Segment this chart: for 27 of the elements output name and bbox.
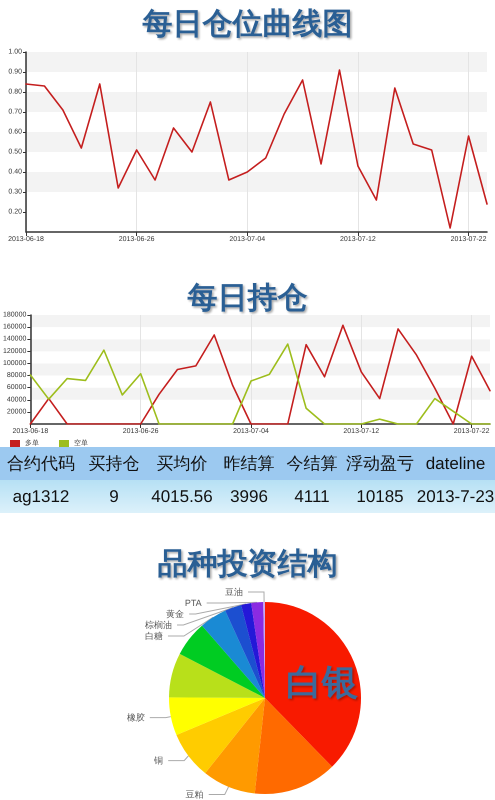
slice-label: 棕榈油 [145,620,172,630]
category-label: dateline [424,454,486,474]
category-label: 合约代码 [6,453,76,475]
slice-label: 豆油 [225,587,243,598]
slice-label: 铜 [153,756,164,766]
chart-title: 每日持仓 [186,280,308,316]
text: ag1312 [12,486,70,506]
category-label: 买均价 [156,453,208,475]
text: 4015.56 [150,486,214,506]
slice-label: 黄金 [166,609,184,620]
text: 2013-7-23 [416,486,495,506]
text: 3996 [229,486,269,506]
line-series [25,69,488,229]
chart-title: 每日仓位曲线图 [142,6,352,42]
text: 9 [108,486,120,506]
category-label: 买持仓 [88,453,140,475]
category-label: 昨结算 [222,453,276,475]
slice-label: PTA [184,598,202,608]
slice-label: 橡胶 [126,712,145,723]
slice-label: 白银 [286,662,358,704]
category-label: 今结算 [286,453,338,475]
slice-label: 白糖 [144,631,163,642]
text: 4111 [293,486,331,506]
chart-title: 品种投资结构 [158,546,338,582]
text: 10185 [355,486,405,506]
category-label: 浮动盈亏 [345,453,415,475]
slice-label: 豆粕 [186,790,204,800]
